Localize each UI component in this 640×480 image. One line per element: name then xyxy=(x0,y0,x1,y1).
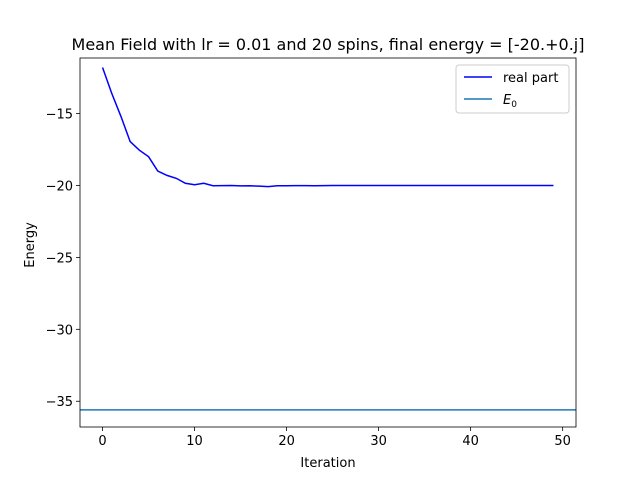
x-tick-label: 50 xyxy=(554,434,571,449)
y-tick-label: −15 xyxy=(46,108,73,123)
y-tick-label: −30 xyxy=(46,323,73,338)
plot-frame xyxy=(79,57,577,428)
x-tick-label: 30 xyxy=(370,434,387,449)
x-tick-label: 40 xyxy=(462,434,479,449)
plot-area: 0 10 20 30 40 50 −35 −30 −25 −20 −15 xyxy=(46,57,577,449)
series-line-real-part xyxy=(101,67,554,188)
y-tick-label: −20 xyxy=(46,179,73,194)
x-tick-label: 10 xyxy=(186,434,203,449)
chart-title: Mean Field with lr = 0.01 and 20 spins, … xyxy=(72,35,585,54)
y-tick-label: −35 xyxy=(46,395,73,410)
x-tick-label: 0 xyxy=(98,434,106,449)
y-tick-label: −25 xyxy=(46,251,73,266)
legend: real part E0 xyxy=(455,64,570,114)
legend-label: E0 xyxy=(503,93,517,110)
y-axis-label: Energy xyxy=(23,222,38,268)
legend-label: real part xyxy=(503,71,558,86)
x-tick-label: 20 xyxy=(278,434,295,449)
x-axis-label: Iteration xyxy=(300,456,355,471)
